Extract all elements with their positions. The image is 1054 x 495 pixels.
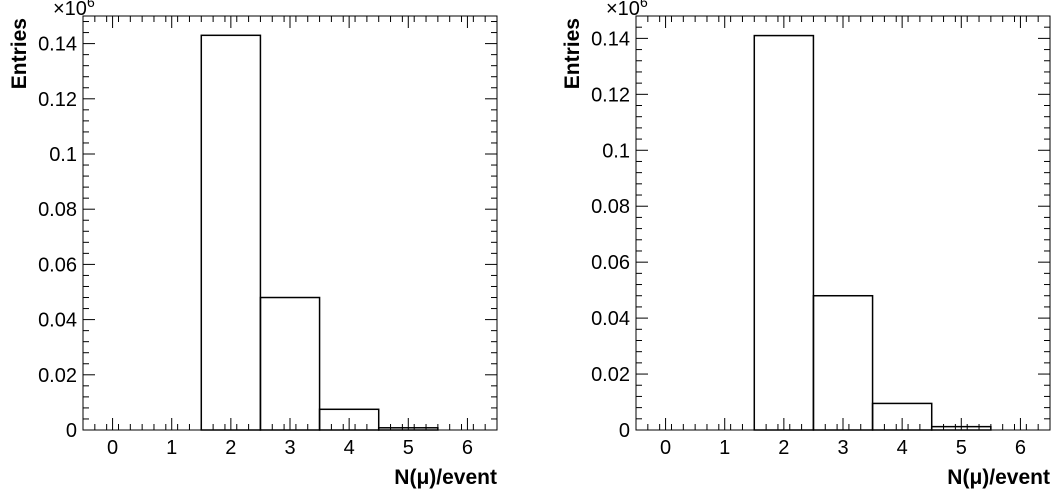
y-tick-label: 0.12 (38, 89, 77, 111)
plot-frame (635, 15, 1051, 431)
y-tick-label: 0.1 (602, 140, 630, 162)
y-multiplier-label: ×106 (53, 0, 95, 20)
x-tick-label: 4 (344, 437, 355, 459)
histogram-bin (753, 34, 815, 431)
y-tick-label: 0.04 (591, 308, 630, 330)
x-tick-label: 3 (284, 437, 295, 459)
x-axis-title: N(μ)/event (394, 466, 497, 489)
x-tick-label: 5 (956, 437, 967, 459)
histogram-bin (200, 34, 262, 431)
x-tick-label: 3 (837, 437, 848, 459)
y-multiplier-base: ×10 (606, 0, 640, 20)
y-tick-label: 0 (66, 420, 77, 442)
x-tick-label: 0 (660, 437, 671, 459)
histogram-bin (377, 427, 439, 431)
y-tick-label: 0.14 (591, 28, 630, 50)
histogram-chart-right: 0 1 2 3 4 5 600.020.040.060.080.10.120.14×106N… (561, 0, 1051, 489)
histogram-bin (812, 294, 874, 431)
y-multiplier-exponent: 6 (640, 0, 648, 10)
histogram-panel-left: 0 1 2 3 4 5 6 0 0.02 0.04 0.06 0.08 0.1 0.12 0.14 ×106 N… (8, 0, 498, 489)
x-tick-label: 2 (778, 437, 789, 459)
y-tick-label: 0.06 (38, 254, 77, 276)
y-tick-label: 0.1 (49, 144, 77, 166)
y-tick-label: 0.02 (38, 365, 77, 387)
y-multiplier-exponent: 6 (87, 0, 95, 10)
x-axis-title: N(μ)/event (947, 466, 1050, 489)
y-tick-label: 0.02 (591, 364, 630, 386)
y-tick-label: 0.14 (38, 34, 77, 56)
plot-frame (82, 15, 498, 431)
x-tick-label: 6 (1015, 437, 1026, 459)
y-multiplier-base: ×10 (53, 0, 87, 20)
histogram-panel-right: 0 1 2 3 4 5 6 0 0.02 0.04 0.06 0.08 0.1 0.12 0.14 ×106 N… (527, 0, 1054, 495)
x-tick-label: 0 (107, 437, 118, 459)
y-tick-label: 0.04 (38, 310, 77, 332)
x-tick-label: 1 (166, 437, 177, 459)
histogram-chart-left: 0 1 2 3 4 5 600.020.040.060.080.10.120.14×106N… (8, 0, 498, 489)
y-tick-label: 0 (619, 420, 630, 442)
histogram-bin (871, 402, 933, 431)
histogram-bin (318, 408, 380, 431)
y-axis-title: Entries (8, 18, 31, 89)
x-tick-label: 5 (403, 437, 414, 459)
y-axis-title: Entries (561, 18, 584, 89)
histogram-bin (930, 425, 992, 431)
x-tick-label: 1 (719, 437, 730, 459)
x-tick-label: 2 (225, 437, 236, 459)
y-multiplier-label: ×106 (606, 0, 648, 20)
x-tick-label: 4 (897, 437, 908, 459)
y-tick-label: 0.12 (591, 84, 630, 106)
y-tick-label: 0.08 (38, 199, 77, 221)
y-tick-label: 0.08 (591, 196, 630, 218)
y-tick-label: 0.06 (591, 252, 630, 274)
x-tick-label: 6 (462, 437, 473, 459)
histogram-bin (259, 296, 321, 431)
